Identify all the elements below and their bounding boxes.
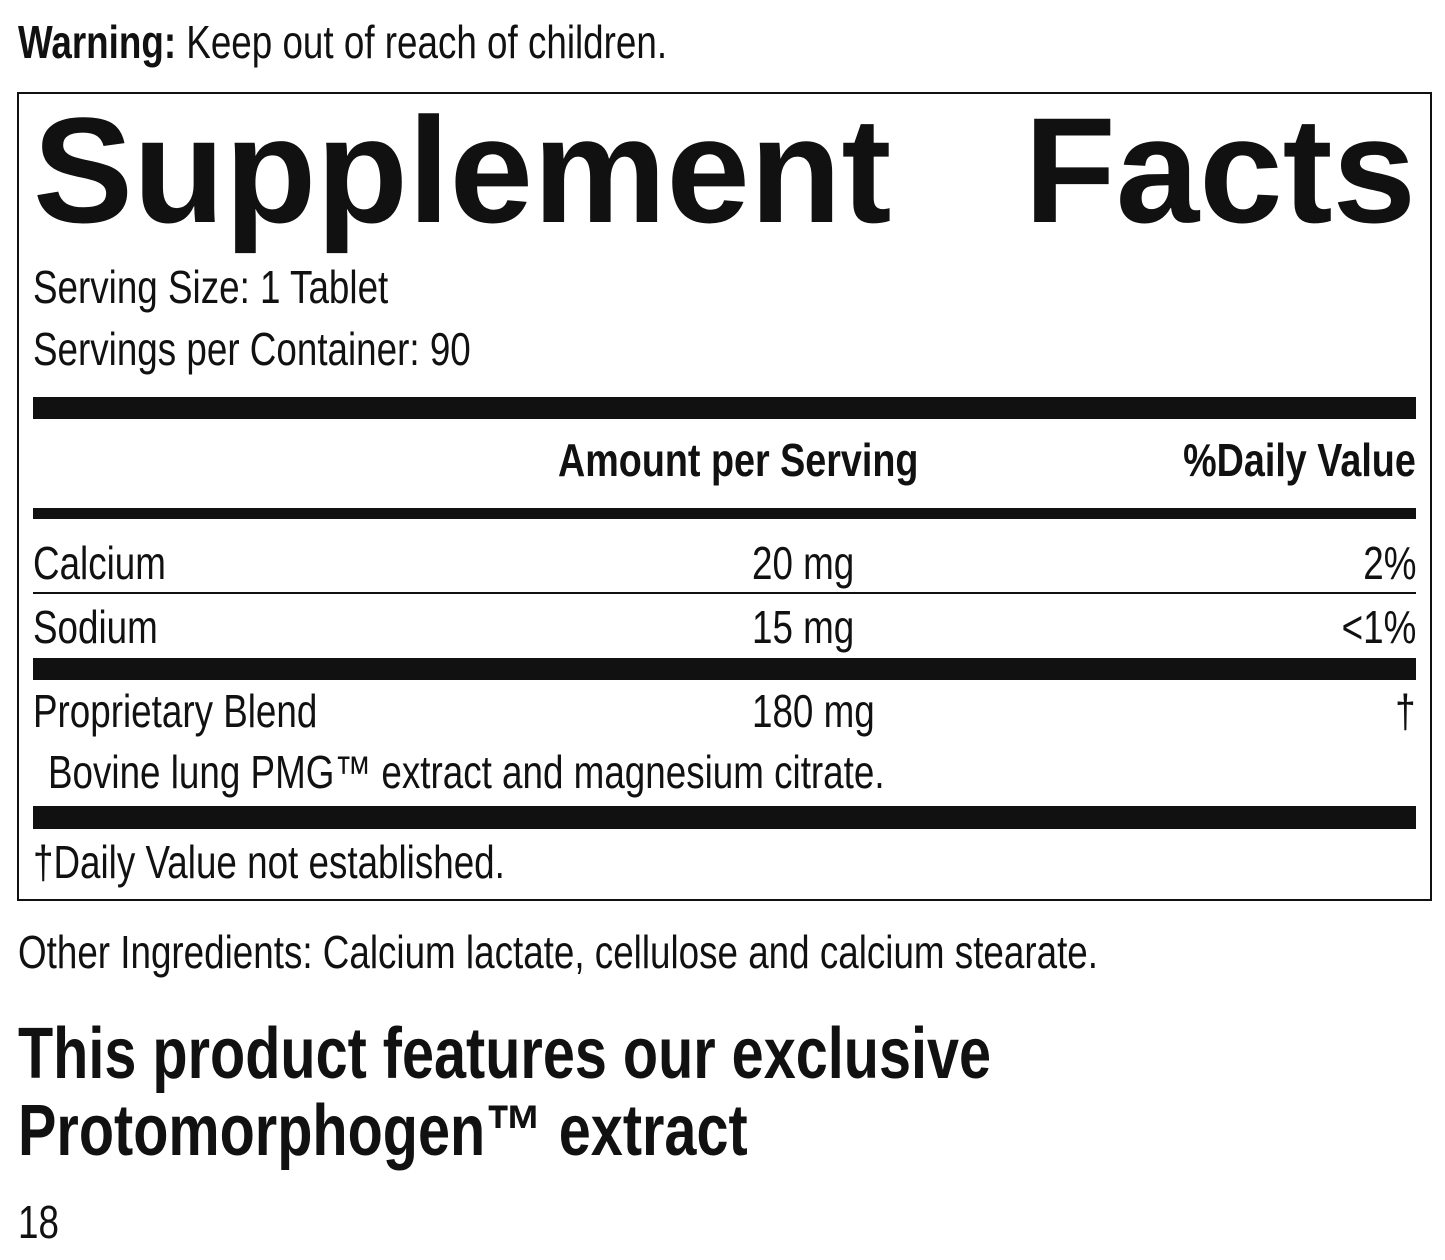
page-number: 18 <box>18 1196 59 1248</box>
servings-per-container: Servings per Container: 90 <box>33 323 471 375</box>
nutrient-name: Proprietary Blend <box>33 685 318 737</box>
nutrient-amount: 20 mg <box>752 537 855 589</box>
serving-size: Serving Size: 1 Tablet <box>33 261 389 313</box>
nutrient-amount: 180 mg <box>752 685 875 737</box>
header-daily-value: %Daily Value <box>1183 434 1416 486</box>
nutrient-name: Calcium <box>33 537 166 589</box>
nutrient-name: Sodium <box>33 601 158 653</box>
nutrient-amount: 15 mg <box>752 601 855 653</box>
warning-label: Warning: <box>18 16 177 68</box>
rule-thick <box>33 658 1416 680</box>
warning-text: Keep out of reach of children. <box>186 16 668 68</box>
facts-title: Supplement Facts <box>33 86 1416 254</box>
header-amount: Amount per Serving <box>558 434 919 486</box>
rule-thick <box>33 397 1416 419</box>
nutrient-dv: † <box>1395 685 1416 737</box>
other-ingredients: Other Ingredients: Calcium lactate, cell… <box>18 926 1098 978</box>
feature-line: Protomorphogen™ extract <box>18 1091 748 1171</box>
rule-medium <box>33 508 1416 519</box>
blend-ingredients: Bovine lung PMG™ extract and magnesium c… <box>48 746 885 798</box>
nutrient-dv: <1% <box>1341 601 1416 653</box>
footnote: †Daily Value not established. <box>33 836 505 888</box>
nutrient-dv: 2% <box>1362 537 1416 589</box>
feature-line: This product features our exclusive <box>18 1014 992 1094</box>
rule-thick <box>33 806 1416 829</box>
warning: Warning: Keep out of reach of children. <box>18 14 667 70</box>
rule-thin <box>33 592 1416 594</box>
facts-box <box>17 92 1432 901</box>
